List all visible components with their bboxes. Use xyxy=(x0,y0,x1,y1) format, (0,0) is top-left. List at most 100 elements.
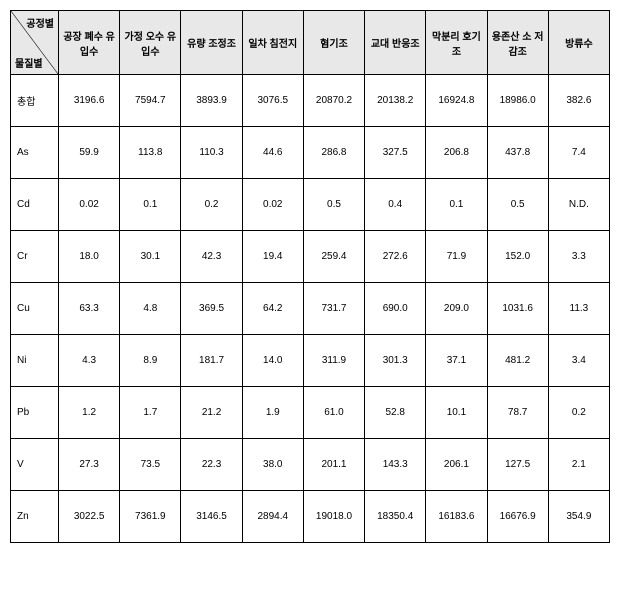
cell: 78.7 xyxy=(487,387,548,439)
cell: 272.6 xyxy=(365,231,426,283)
cell: 354.9 xyxy=(548,491,609,543)
cell: 4.8 xyxy=(120,283,181,335)
row-label: Ni xyxy=(11,335,59,387)
cell: 206.8 xyxy=(426,127,487,179)
table-row: As59.9113.8110.344.6286.8327.5206.8437.8… xyxy=(11,127,610,179)
cell: 1.2 xyxy=(59,387,120,439)
cell: 301.3 xyxy=(365,335,426,387)
cell: 61.0 xyxy=(303,387,364,439)
cell: 16676.9 xyxy=(487,491,548,543)
cell: 7.4 xyxy=(548,127,609,179)
cell: 3196.6 xyxy=(59,75,120,127)
cell: 209.0 xyxy=(426,283,487,335)
table-row: Ni4.38.9181.714.0311.9301.337.1481.23.4 xyxy=(11,335,610,387)
table-body: 총합3196.67594.73893.93076.520870.220138.2… xyxy=(11,75,610,543)
col-header: 교대 반응조 xyxy=(365,11,426,75)
cell: 481.2 xyxy=(487,335,548,387)
cell: 3146.5 xyxy=(181,491,242,543)
cell: 0.5 xyxy=(487,179,548,231)
cell: 73.5 xyxy=(120,439,181,491)
cell: 18986.0 xyxy=(487,75,548,127)
row-label: Zn xyxy=(11,491,59,543)
col-header: 공장 폐수 유입수 xyxy=(59,11,120,75)
cell: 259.4 xyxy=(303,231,364,283)
cell: 0.4 xyxy=(365,179,426,231)
row-label: Cu xyxy=(11,283,59,335)
cell: 3022.5 xyxy=(59,491,120,543)
cell: 20138.2 xyxy=(365,75,426,127)
diag-top-label: 공정별 xyxy=(26,15,54,30)
cell: 4.3 xyxy=(59,335,120,387)
cell: 0.2 xyxy=(548,387,609,439)
cell: 52.8 xyxy=(365,387,426,439)
cell: 64.2 xyxy=(242,283,303,335)
cell: 19018.0 xyxy=(303,491,364,543)
cell: 8.9 xyxy=(120,335,181,387)
cell: 30.1 xyxy=(120,231,181,283)
cell: 7594.7 xyxy=(120,75,181,127)
cell: 1.9 xyxy=(242,387,303,439)
cell: 127.5 xyxy=(487,439,548,491)
cell: 10.1 xyxy=(426,387,487,439)
cell: 59.9 xyxy=(59,127,120,179)
cell: 2894.4 xyxy=(242,491,303,543)
table-row: Cr18.030.142.319.4259.4272.671.9152.03.3 xyxy=(11,231,610,283)
cell: 18350.4 xyxy=(365,491,426,543)
cell: 3.4 xyxy=(548,335,609,387)
cell: 42.3 xyxy=(181,231,242,283)
col-header: 가정 오수 유입수 xyxy=(120,11,181,75)
table-row: Zn3022.57361.93146.52894.419018.018350.4… xyxy=(11,491,610,543)
cell: 21.2 xyxy=(181,387,242,439)
cell: 7361.9 xyxy=(120,491,181,543)
cell: 0.1 xyxy=(426,179,487,231)
cell: 113.8 xyxy=(120,127,181,179)
row-label: Cr xyxy=(11,231,59,283)
cell: 201.1 xyxy=(303,439,364,491)
table-row: 총합3196.67594.73893.93076.520870.220138.2… xyxy=(11,75,610,127)
cell: N.D. xyxy=(548,179,609,231)
cell: 0.02 xyxy=(59,179,120,231)
cell: 382.6 xyxy=(548,75,609,127)
col-header: 혐기조 xyxy=(303,11,364,75)
cell: 1.7 xyxy=(120,387,181,439)
col-header: 막분리 호기조 xyxy=(426,11,487,75)
cell: 19.4 xyxy=(242,231,303,283)
cell: 3076.5 xyxy=(242,75,303,127)
cell: 437.8 xyxy=(487,127,548,179)
cell: 0.2 xyxy=(181,179,242,231)
table-row: Cu63.34.8369.564.2731.7690.0209.01031.61… xyxy=(11,283,610,335)
cell: 0.1 xyxy=(120,179,181,231)
row-label: As xyxy=(11,127,59,179)
cell: 11.3 xyxy=(548,283,609,335)
header-row: 공정별 물질별 공장 폐수 유입수 가정 오수 유입수 유량 조정조 일차 침전… xyxy=(11,11,610,75)
cell: 731.7 xyxy=(303,283,364,335)
cell: 311.9 xyxy=(303,335,364,387)
cell: 369.5 xyxy=(181,283,242,335)
row-label: V xyxy=(11,439,59,491)
table-row: Pb1.21.721.21.961.052.810.178.70.2 xyxy=(11,387,610,439)
cell: 0.02 xyxy=(242,179,303,231)
cell: 3893.9 xyxy=(181,75,242,127)
table-row: Cd0.020.10.20.020.50.40.10.5N.D. xyxy=(11,179,610,231)
row-label: 총합 xyxy=(11,75,59,127)
diag-bottom-label: 물질별 xyxy=(15,55,43,70)
cell: 206.1 xyxy=(426,439,487,491)
cell: 286.8 xyxy=(303,127,364,179)
cell: 3.3 xyxy=(548,231,609,283)
cell: 0.5 xyxy=(303,179,364,231)
table-row: V27.373.522.338.0201.1143.3206.1127.52.1 xyxy=(11,439,610,491)
row-label: Cd xyxy=(11,179,59,231)
data-table: 공정별 물질별 공장 폐수 유입수 가정 오수 유입수 유량 조정조 일차 침전… xyxy=(10,10,610,543)
col-header: 용존산 소 저감조 xyxy=(487,11,548,75)
cell: 16183.6 xyxy=(426,491,487,543)
cell: 20870.2 xyxy=(303,75,364,127)
col-header: 방류수 xyxy=(548,11,609,75)
row-label: Pb xyxy=(11,387,59,439)
cell: 14.0 xyxy=(242,335,303,387)
cell: 181.7 xyxy=(181,335,242,387)
cell: 110.3 xyxy=(181,127,242,179)
col-header: 유량 조정조 xyxy=(181,11,242,75)
cell: 63.3 xyxy=(59,283,120,335)
cell: 37.1 xyxy=(426,335,487,387)
cell: 690.0 xyxy=(365,283,426,335)
